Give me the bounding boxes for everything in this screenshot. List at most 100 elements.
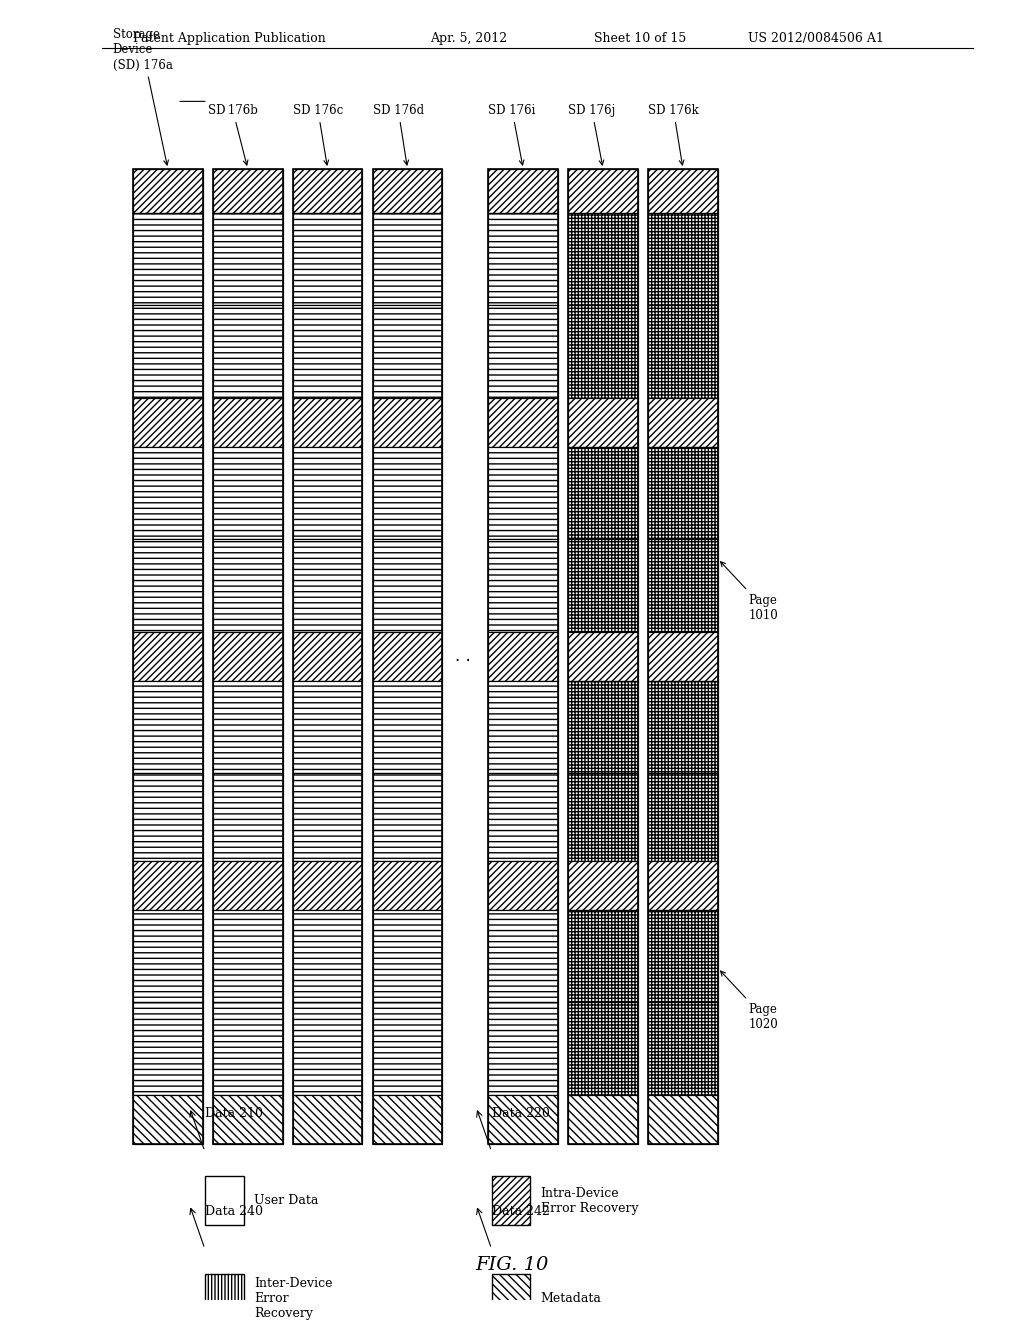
- Bar: [373, 1002, 442, 1094]
- Bar: [293, 446, 362, 540]
- Bar: [373, 305, 442, 397]
- Bar: [133, 305, 203, 397]
- Bar: [293, 540, 362, 632]
- Text: Sheet 10 of 15: Sheet 10 of 15: [594, 33, 686, 45]
- Text: SD 176k: SD 176k: [648, 104, 699, 165]
- Bar: [488, 446, 558, 540]
- Bar: [568, 305, 638, 397]
- Bar: [568, 1002, 638, 1094]
- Bar: [133, 861, 203, 909]
- Bar: [648, 305, 718, 397]
- Bar: [568, 861, 638, 909]
- Bar: [568, 681, 638, 774]
- Bar: [648, 861, 718, 909]
- Bar: [488, 397, 558, 446]
- Bar: [648, 681, 718, 774]
- Bar: [133, 213, 203, 305]
- Bar: [648, 446, 718, 540]
- Bar: [373, 909, 442, 1002]
- Bar: [133, 1002, 203, 1094]
- Bar: [293, 632, 362, 681]
- Bar: [488, 446, 558, 540]
- Bar: [648, 169, 718, 213]
- Text: FIG. 10: FIG. 10: [475, 1255, 549, 1274]
- Bar: [648, 1094, 718, 1143]
- Bar: [133, 169, 203, 213]
- Bar: [488, 861, 558, 909]
- Text: SD 176i: SD 176i: [488, 104, 536, 165]
- Bar: [568, 632, 638, 681]
- Bar: [133, 861, 203, 909]
- Bar: [648, 540, 718, 632]
- Bar: [373, 540, 442, 632]
- Bar: [133, 540, 203, 632]
- Bar: [213, 305, 283, 397]
- Bar: [373, 681, 442, 774]
- Bar: [373, 861, 442, 909]
- Bar: [133, 632, 203, 681]
- Bar: [648, 681, 718, 774]
- Bar: [293, 774, 362, 861]
- Bar: [492, 1274, 530, 1320]
- Bar: [133, 774, 203, 861]
- Bar: [373, 169, 442, 213]
- Bar: [205, 1176, 244, 1225]
- Bar: [213, 1094, 283, 1143]
- Bar: [648, 446, 718, 540]
- Bar: [488, 540, 558, 632]
- Text: Data 220: Data 220: [492, 1107, 550, 1121]
- Bar: [648, 213, 718, 305]
- Bar: [293, 909, 362, 1002]
- Bar: [648, 169, 718, 1143]
- Bar: [488, 909, 558, 1002]
- Bar: [213, 632, 283, 681]
- Bar: [648, 1002, 718, 1094]
- Bar: [133, 681, 203, 774]
- Bar: [568, 861, 638, 909]
- Bar: [373, 397, 442, 446]
- Bar: [488, 861, 558, 909]
- Bar: [568, 213, 638, 305]
- Bar: [213, 774, 283, 861]
- Text: Metadata: Metadata: [541, 1292, 601, 1304]
- Bar: [488, 632, 558, 681]
- Bar: [133, 681, 203, 774]
- Bar: [133, 446, 203, 540]
- Bar: [568, 169, 638, 213]
- Bar: [213, 1002, 283, 1094]
- Bar: [373, 774, 442, 861]
- Bar: [293, 397, 362, 446]
- Bar: [133, 632, 203, 681]
- Bar: [293, 397, 362, 446]
- Bar: [213, 169, 283, 213]
- Bar: [133, 397, 203, 446]
- Text: Page
1020: Page 1020: [721, 972, 778, 1031]
- Text: Apr. 5, 2012: Apr. 5, 2012: [430, 33, 507, 45]
- Bar: [568, 446, 638, 540]
- Bar: [648, 909, 718, 1002]
- Bar: [293, 774, 362, 861]
- Bar: [213, 1002, 283, 1094]
- Bar: [648, 774, 718, 861]
- Bar: [488, 1002, 558, 1094]
- Bar: [213, 540, 283, 632]
- Bar: [488, 397, 558, 446]
- Bar: [133, 213, 203, 305]
- Bar: [293, 632, 362, 681]
- Bar: [568, 774, 638, 861]
- Bar: [488, 169, 558, 213]
- Bar: [568, 169, 638, 213]
- Bar: [293, 1002, 362, 1094]
- Bar: [488, 681, 558, 774]
- Bar: [488, 909, 558, 1002]
- Text: Storage
Device
(SD) 176a: Storage Device (SD) 176a: [113, 29, 172, 165]
- Bar: [568, 774, 638, 861]
- Bar: [648, 909, 718, 1002]
- Bar: [293, 169, 362, 213]
- Bar: [213, 681, 283, 774]
- Bar: [648, 397, 718, 446]
- Bar: [293, 909, 362, 1002]
- Text: SD 176d: SD 176d: [373, 104, 424, 165]
- Bar: [488, 213, 558, 305]
- Bar: [488, 305, 558, 397]
